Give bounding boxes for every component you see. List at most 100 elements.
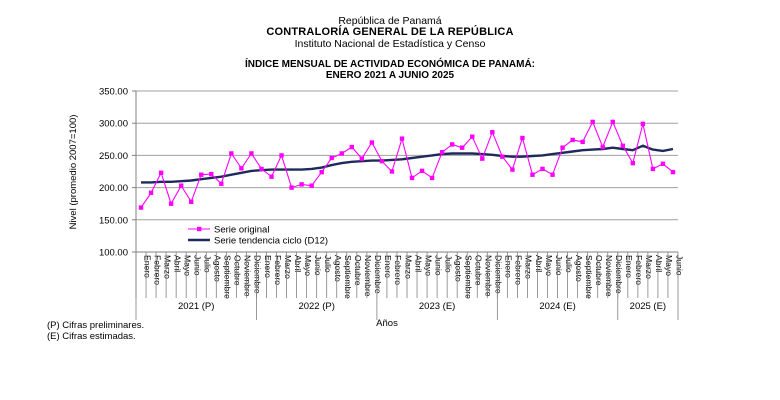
y-axis-label: Nivel (promedio 2007=100) bbox=[68, 115, 79, 230]
year-label: 2024 (E) bbox=[539, 301, 575, 312]
original-series-marker bbox=[650, 166, 656, 172]
original-series-marker bbox=[359, 156, 365, 161]
original-series-marker bbox=[660, 161, 666, 166]
x-month-label: Agosto bbox=[453, 255, 463, 282]
original-series-marker bbox=[470, 134, 475, 139]
chart-subtitle: ENERO 2021 A JUNIO 2025 bbox=[325, 70, 455, 81]
y-tick-label: 300.00 bbox=[99, 119, 128, 130]
original-series-marker bbox=[570, 137, 575, 143]
original-series-marker bbox=[530, 172, 535, 177]
x-month-label: Abril bbox=[654, 255, 664, 272]
x-month-label: Agosto bbox=[333, 255, 343, 282]
chart-title: ÍNDICE MENSUAL DE ACTIVIDAD ECONÓMICA DE… bbox=[244, 59, 535, 70]
original-series-marker bbox=[540, 166, 545, 172]
x-month-label: Febrero bbox=[634, 255, 644, 285]
x-month-label: Junio bbox=[433, 255, 443, 276]
x-month-label: Enero bbox=[263, 255, 273, 278]
x-month-label: Julio bbox=[443, 255, 453, 273]
original-series-marker bbox=[600, 144, 605, 150]
original-series-marker bbox=[490, 130, 495, 135]
x-month-label: Enero bbox=[142, 255, 152, 278]
legend-original-marker bbox=[197, 226, 202, 232]
original-series-marker bbox=[389, 169, 395, 174]
x-month-label: Mayo bbox=[182, 255, 192, 276]
original-series-marker bbox=[399, 136, 405, 141]
original-series-marker bbox=[178, 183, 184, 188]
x-month-label: Noviembre bbox=[243, 255, 253, 297]
original-series-line bbox=[140, 120, 674, 208]
x-month-label: Octubre bbox=[474, 255, 484, 286]
x-month-label: Diciembre bbox=[373, 255, 383, 294]
x-month-label: Enero bbox=[624, 255, 634, 278]
original-series-marker bbox=[229, 151, 234, 156]
original-series-marker bbox=[580, 139, 585, 145]
footnotes: (P) Cifras preliminares. (E) Cifras esti… bbox=[47, 320, 144, 342]
x-month-label: Febrero bbox=[273, 255, 283, 285]
trend-series-line bbox=[141, 144, 674, 184]
x-month-label: Noviembre bbox=[604, 255, 614, 297]
x-month-label: Mayo bbox=[303, 255, 313, 276]
original-series-marker bbox=[259, 166, 264, 172]
original-series-marker bbox=[379, 158, 385, 164]
x-month-label: Abril bbox=[293, 255, 303, 272]
header-institution: CONTRALORÍA GENERAL DE LA REPÚBLICA bbox=[266, 26, 514, 38]
x-month-label: Mayo bbox=[423, 255, 433, 276]
original-series-marker bbox=[419, 168, 425, 174]
x-month-label: Octubre bbox=[353, 255, 363, 286]
original-series-marker bbox=[610, 119, 615, 125]
original-series-marker bbox=[309, 183, 314, 188]
x-month-label: Octubre bbox=[233, 255, 243, 286]
original-series-marker bbox=[560, 145, 565, 150]
year-label: 2021 (P) bbox=[178, 301, 214, 312]
original-series-marker bbox=[209, 171, 214, 177]
original-series-marker bbox=[269, 174, 274, 179]
original-series-marker bbox=[168, 201, 174, 206]
original-series-marker bbox=[439, 149, 445, 155]
original-series-marker bbox=[510, 167, 515, 172]
x-month-label: Marzo bbox=[162, 255, 172, 279]
original-series-marker bbox=[460, 145, 465, 150]
original-series-marker bbox=[289, 185, 294, 190]
original-series-marker bbox=[349, 144, 354, 150]
x-month-label: Diciembre bbox=[614, 255, 624, 294]
y-tick-label: 250.00 bbox=[99, 151, 128, 162]
note-estimated: (E) Cifras estimadas. bbox=[47, 331, 136, 342]
x-month-label: Julio bbox=[323, 255, 333, 273]
header-republic: República de Panamá bbox=[338, 15, 442, 27]
x-month-label: Julio bbox=[564, 255, 574, 273]
x-month-label: Octubre bbox=[594, 255, 604, 286]
x-month-label: Septiembre bbox=[343, 255, 353, 299]
x-month-label: Noviembre bbox=[484, 255, 494, 297]
original-series-marker bbox=[620, 143, 625, 148]
original-series-marker bbox=[158, 170, 164, 175]
note-preliminary: (P) Cifras preliminares. bbox=[47, 320, 145, 331]
x-month-label: Marzo bbox=[644, 255, 654, 279]
x-month-label: Junio bbox=[674, 255, 684, 276]
x-month-label: Abril bbox=[534, 255, 544, 272]
original-series-marker bbox=[339, 151, 344, 156]
original-series-marker bbox=[429, 175, 435, 181]
x-month-label: Diciembre bbox=[253, 255, 263, 294]
x-month-label: Febrero bbox=[152, 255, 162, 285]
year-label: 2025 (E) bbox=[630, 301, 666, 312]
x-month-label: Septiembre bbox=[223, 255, 233, 299]
legend-trend-label: Serie tendencia ciclo (D12) bbox=[214, 236, 328, 247]
x-month-label: Junio bbox=[193, 255, 203, 276]
original-series-marker bbox=[329, 155, 334, 161]
y-tick-label: 100.00 bbox=[99, 248, 128, 259]
x-month-label: Septiembre bbox=[464, 255, 474, 299]
original-series-marker bbox=[480, 156, 485, 161]
year-label: 2023 (E) bbox=[419, 301, 455, 312]
original-series-marker bbox=[590, 119, 595, 125]
original-series-marker bbox=[299, 182, 304, 187]
y-tick-label: 150.00 bbox=[99, 215, 128, 226]
original-series-marker bbox=[449, 142, 455, 147]
x-month-label: Abril bbox=[413, 255, 423, 272]
original-series-marker bbox=[239, 166, 244, 171]
original-series-marker bbox=[189, 199, 194, 204]
x-month-label: Febrero bbox=[393, 255, 403, 285]
x-month-label: Julio bbox=[203, 255, 213, 273]
original-series-marker bbox=[148, 190, 154, 195]
y-tick-label: 200.00 bbox=[99, 183, 128, 194]
